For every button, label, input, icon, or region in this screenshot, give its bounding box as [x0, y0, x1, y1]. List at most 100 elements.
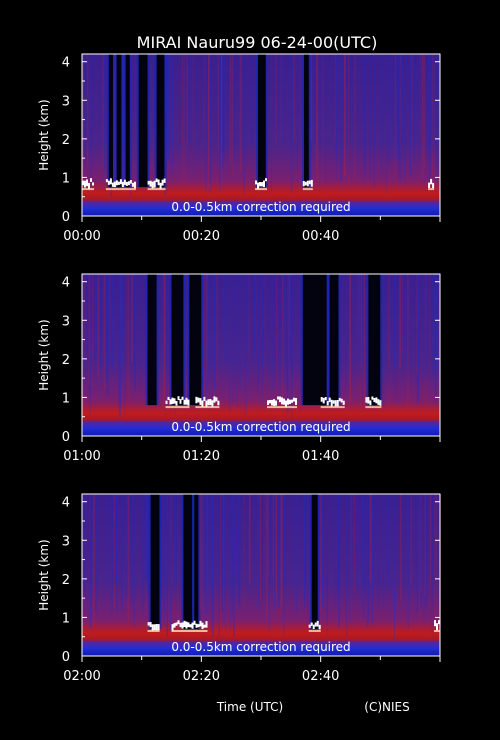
texture-streak	[363, 54, 366, 185]
cloud-return-edge	[379, 406, 382, 409]
cloud-return-edge	[281, 406, 283, 409]
cloud-return	[293, 397, 295, 402]
texture-streak	[382, 54, 384, 153]
texture-streak	[338, 494, 340, 630]
cloud-return-edge	[165, 406, 168, 409]
texture-streak	[316, 54, 319, 182]
texture-streak	[349, 494, 351, 623]
texture-streak	[353, 54, 355, 150]
texture-streak	[88, 274, 91, 396]
texture-streak	[206, 494, 208, 619]
texture-streak	[203, 274, 205, 418]
texture-streak	[205, 274, 207, 405]
texture-streak	[257, 274, 259, 395]
cloud-return-edge	[336, 406, 339, 409]
texture-streak	[105, 274, 107, 384]
texture-streak	[95, 494, 97, 613]
texture-streak	[272, 494, 274, 578]
texture-streak	[282, 494, 285, 634]
texture-streak	[207, 274, 209, 381]
cloud-return	[377, 399, 380, 405]
texture-streak	[371, 494, 374, 625]
texture-streak	[415, 274, 417, 387]
cloud-return	[328, 397, 331, 403]
texture-streak	[407, 274, 409, 371]
cloud-return-edge	[277, 406, 279, 409]
texture-streak	[326, 494, 328, 619]
cloud-return	[287, 398, 289, 405]
cloud-return-edge	[271, 406, 273, 409]
texture-streak	[169, 494, 171, 586]
texture-streak	[87, 54, 89, 168]
x-tick-label: 02:00	[63, 669, 100, 684]
texture-streak	[238, 494, 240, 607]
texture-streak	[402, 54, 403, 146]
texture-streak	[401, 274, 403, 356]
texture-streak	[92, 274, 94, 362]
texture-streak	[295, 494, 297, 613]
texture-streak	[263, 274, 265, 360]
cloud-return-edge	[261, 188, 263, 191]
cloud-return-edge	[312, 630, 315, 632]
texture-streak	[153, 54, 155, 137]
cloud-return-edge	[267, 406, 269, 409]
clear-column	[150, 494, 160, 629]
cloud-return	[82, 180, 84, 186]
cloud-return-edge	[213, 406, 216, 409]
cloud-return	[131, 182, 134, 187]
texture-streak	[357, 274, 360, 378]
texture-streak	[131, 274, 133, 363]
texture-streak	[420, 494, 422, 608]
cloud-return	[185, 621, 188, 629]
cloud-return-edge	[199, 630, 202, 632]
texture-streak	[280, 54, 282, 159]
clear-column	[311, 494, 318, 629]
cloud-return-edge	[155, 630, 158, 632]
cloud-return	[121, 181, 124, 188]
panel-2: 0.0-0.5km correction required 0 1 2 3 4 Height…	[37, 273, 441, 464]
texture-streak	[290, 54, 293, 193]
texture-streak	[322, 54, 324, 199]
texture-streak	[99, 274, 102, 372]
cloud-return	[269, 400, 271, 404]
texture-streak	[171, 54, 173, 157]
cloud-return	[318, 624, 321, 630]
cloud-return-edge	[129, 188, 132, 191]
texture-streak	[120, 274, 122, 368]
texture-streak	[423, 494, 425, 622]
texture-streak	[236, 274, 239, 408]
cloud-return	[436, 623, 438, 630]
cloud-return	[367, 397, 370, 404]
chart-title: MIRAI Nauru99 06-24-00(UTC)	[137, 33, 378, 52]
cloud-return	[375, 397, 378, 404]
cloud-return-edge	[195, 406, 198, 409]
cloud-return-edge	[322, 406, 325, 409]
cloud-return	[430, 178, 433, 185]
cloud-return	[173, 623, 176, 628]
cloud-return-edge	[338, 406, 341, 409]
panel-background	[82, 494, 440, 656]
texture-streak	[231, 494, 233, 615]
texture-streak	[373, 54, 375, 188]
texture-streak	[246, 274, 249, 360]
cloud-return-edge	[428, 188, 431, 191]
texture-streak	[82, 274, 84, 412]
cloud-return-edge	[438, 630, 440, 632]
texture-streak	[97, 274, 100, 378]
x-tick-label: 01:00	[63, 449, 100, 464]
x-tick-label: 01:40	[302, 449, 339, 464]
texture-streak	[176, 494, 177, 583]
texture-streak	[275, 54, 277, 146]
texture-streak	[411, 54, 413, 168]
texture-streak	[84, 54, 86, 164]
cloud-return	[201, 400, 204, 407]
texture-streak	[217, 54, 219, 152]
cloud-return	[183, 399, 186, 405]
cloud-return-edge	[147, 630, 150, 632]
texture-streak	[103, 54, 105, 171]
texture-streak	[335, 494, 337, 610]
cloud-return-edge	[293, 406, 295, 409]
cloud-return	[147, 180, 150, 185]
texture-streak	[173, 494, 175, 594]
texture-streak	[327, 494, 328, 598]
